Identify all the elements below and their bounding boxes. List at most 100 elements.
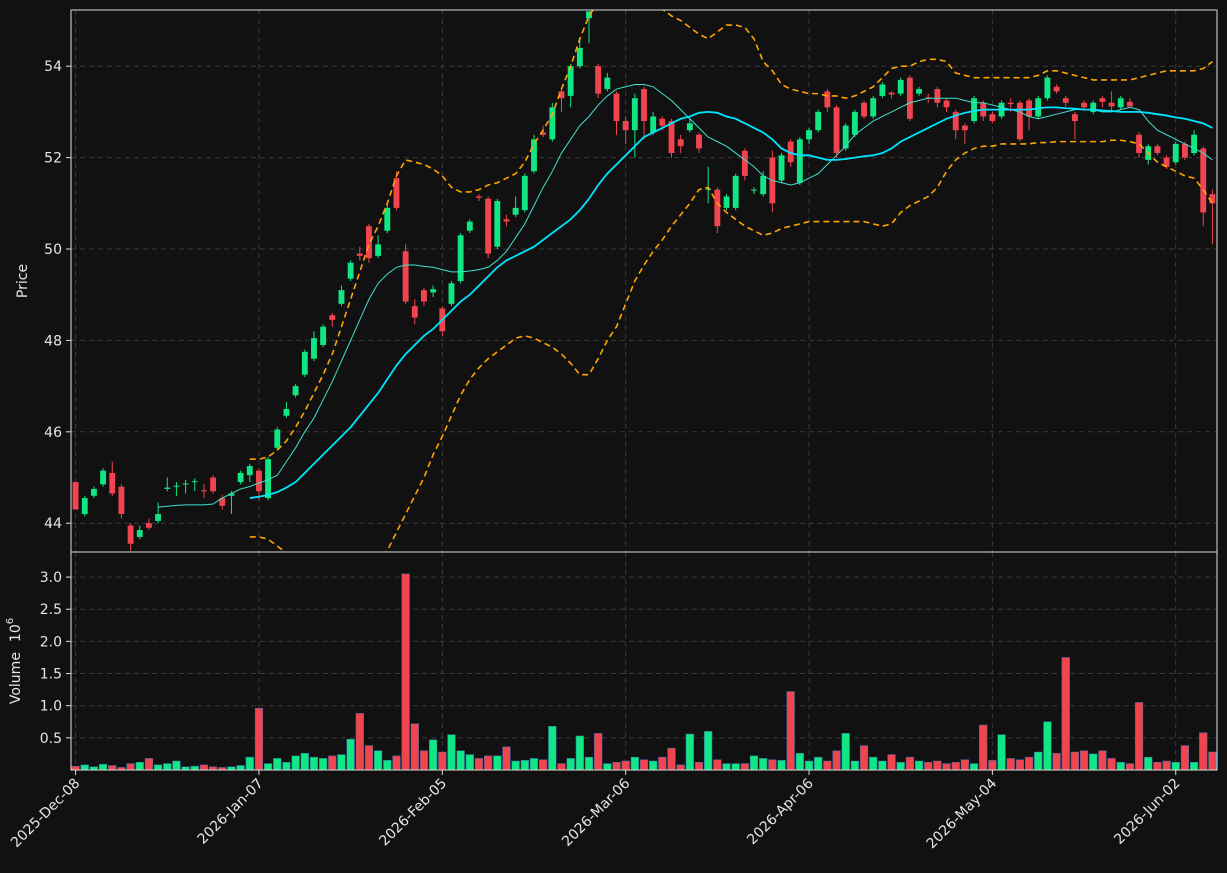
volume-bar [355,713,364,771]
volume-bar [658,756,667,771]
volume-bar [529,758,539,771]
candle-body [72,482,79,510]
candle-body [210,477,217,492]
y-tick-label: 52 [44,151,62,167]
volume-bar [621,760,630,771]
volume-bar [520,760,529,771]
line-series [249,139,1214,552]
candle-body [457,235,464,281]
volume-bar [319,758,328,771]
candle-body [301,351,308,375]
candle-body [265,459,272,499]
candle-body [173,485,180,487]
line-series [249,10,1213,461]
candle-body [787,141,794,163]
volume-bar [264,763,273,771]
volume-bar [1015,759,1024,771]
candle-body [1007,102,1014,105]
volume-bar [685,733,694,771]
candle-body [558,91,565,99]
volume-axis-label-text: Volume [8,652,24,704]
volume-bar [814,756,823,771]
volume-bar [850,760,859,771]
volume-bar [1089,753,1098,771]
candle-body [136,530,143,537]
y-tick-label: 3.0 [40,570,62,586]
volume-bar [236,765,245,771]
candle-body [888,92,895,95]
candle-body [567,66,574,96]
candle-body [421,290,427,302]
volume-bar [484,755,493,771]
candle-body [897,79,904,94]
volume-bar [419,750,429,771]
candle-body [246,466,253,476]
candle-body [760,175,767,195]
volume-bar [924,762,933,771]
volume-bar [438,751,447,771]
volume-bar [557,763,566,771]
volume-bar [777,760,786,771]
candle-body [641,89,647,122]
volume-bar [786,691,795,771]
volume-bar [1189,762,1199,771]
candle-body [191,481,198,483]
candle-body [311,338,317,359]
candle-body [476,196,482,198]
volume-bar [364,745,374,771]
volume-bar [1199,732,1208,771]
volume-bar [566,758,575,771]
candle-body [109,472,116,494]
candle-body [916,89,922,94]
volume-bar [1116,762,1125,771]
volume-bar [548,726,557,771]
candle-body [1191,134,1198,154]
candle-body [1026,100,1032,117]
candle-body [145,523,152,528]
candle-body [219,498,226,506]
y-tick-label: 44 [44,516,62,532]
candle-body [366,226,372,259]
candle-body [1209,194,1216,204]
volume-bar [676,764,685,771]
volume-bar [740,763,749,771]
y-tick-label: 48 [44,333,62,349]
candle-body [1053,86,1060,92]
candle-body [1154,146,1161,154]
candle-body [833,107,840,154]
candle-body [861,102,867,117]
candle-body [1035,98,1042,117]
candle-body [549,107,556,140]
candle-body [696,134,702,149]
volume-bar [383,760,392,771]
candle-body [494,201,501,247]
candle-body [705,188,712,190]
candle-body [81,498,88,515]
price-axis-label: Price [15,264,31,298]
candle-body [521,175,528,211]
candle-body [870,98,877,117]
candle-body [778,155,785,181]
volume-bar [254,708,264,771]
candle-body [1044,77,1051,99]
volume-bar [887,754,896,771]
volume-bar [630,756,639,771]
volume-bar [1144,756,1153,771]
candle-body [952,111,959,131]
candle-body [842,125,849,149]
line-series [158,83,1213,508]
volume-bar [951,762,960,771]
volume-bar [456,750,465,771]
candle-body [182,483,189,485]
candle-body [677,139,684,147]
candle-body [256,470,262,492]
candle-body [329,315,336,320]
candle-body [164,487,171,489]
candle-body [604,77,611,90]
y-tick-label: 1.5 [40,667,62,683]
candle-body [411,306,418,318]
volume-bar [584,756,594,771]
volume-bar [896,762,905,771]
